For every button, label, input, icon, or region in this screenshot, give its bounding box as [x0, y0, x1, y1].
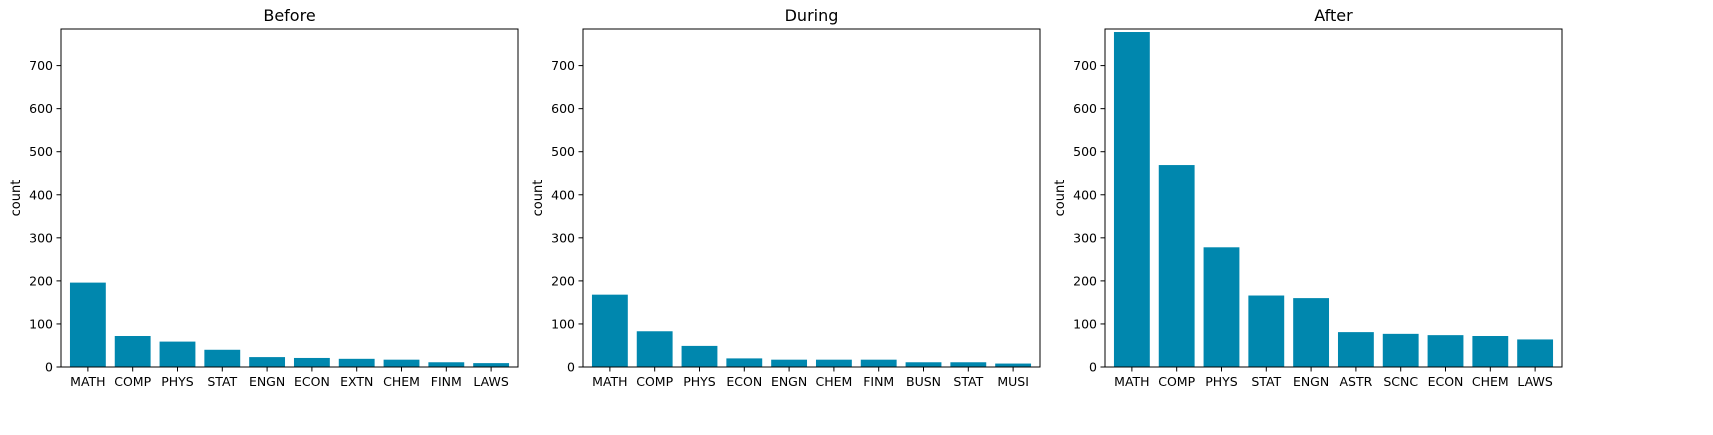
y-tick-label: 700	[551, 58, 575, 73]
chart-title: After	[1314, 6, 1353, 25]
bar-astr	[1337, 332, 1374, 367]
y-tick-label: 200	[551, 273, 575, 288]
x-tick-label: BUSN	[906, 374, 941, 389]
x-tick-label: CHEM	[383, 374, 420, 389]
bar-laws	[473, 363, 510, 367]
axes-frame	[60, 28, 519, 368]
y-tick-label: 700	[29, 58, 53, 73]
x-tick-label: ENGN	[771, 374, 807, 389]
chart-panel-2: MATH COMP PHYS STAT ENGN ASTR SCNC ECON CHEM LAWS…	[1053, 6, 1563, 389]
y-tick-label: 400	[29, 187, 53, 202]
y-tick-label: 700	[1073, 58, 1097, 73]
x-tick-label: COMP	[636, 374, 673, 389]
bar-scnc	[1382, 333, 1419, 367]
x-tick-label: LAWS	[473, 374, 508, 389]
bar-econ	[293, 357, 330, 367]
bar-phys	[1203, 247, 1240, 367]
x-tick-label: ENGN	[249, 374, 285, 389]
y-tick-label: 100	[29, 316, 53, 331]
chart-panel-1: MATH COMP PHYS ECON ENGN CHEM FINM BUSN STAT MUSI…	[531, 6, 1041, 389]
x-tick-label: PHYS	[683, 374, 716, 389]
bar-chem	[1472, 336, 1509, 367]
x-tick-label: EXTN	[340, 374, 373, 389]
bar-math	[591, 294, 628, 367]
bar-finm	[428, 362, 465, 367]
bar-chem	[815, 359, 852, 367]
bar-math	[1113, 32, 1150, 367]
bar-comp	[1158, 165, 1195, 367]
y-tick-label: 600	[29, 101, 53, 116]
chart-panel-0: MATH COMP PHYS STAT ENGN ECON EXTN CHEM FINM LAWS…	[9, 6, 519, 389]
x-tick-label: STAT	[1251, 374, 1281, 389]
y-axis-label: count	[1053, 180, 1068, 217]
x-tick-label: FINM	[431, 374, 462, 389]
x-tick-label: CHEM	[1472, 374, 1509, 389]
y-tick-label: 200	[1073, 273, 1097, 288]
bar-econ	[726, 358, 763, 367]
y-tick-label: 500	[551, 144, 575, 159]
y-tick-label: 400	[551, 187, 575, 202]
x-tick-label: FINM	[863, 374, 894, 389]
x-tick-label: MATH	[70, 374, 105, 389]
y-tick-label: 0	[1089, 360, 1097, 375]
bar-engn	[771, 359, 808, 367]
x-tick-label: PHYS	[161, 374, 194, 389]
bar-comp	[114, 336, 151, 367]
x-tick-label: ECON	[294, 374, 330, 389]
bar-stat	[204, 349, 241, 367]
y-tick-label: 300	[1073, 230, 1097, 245]
bar-extn	[338, 358, 375, 367]
y-tick-label: 300	[551, 230, 575, 245]
x-tick-label: MATH	[592, 374, 627, 389]
bar-finm	[860, 359, 897, 367]
bar-phys	[159, 341, 196, 367]
bar-musi	[995, 363, 1032, 367]
chart-title: Before	[263, 6, 315, 25]
x-tick-label: STAT	[207, 374, 237, 389]
bar-busn	[905, 362, 942, 367]
bar-engn	[249, 357, 286, 367]
bar-stat	[1248, 295, 1285, 367]
x-tick-label: CHEM	[815, 374, 852, 389]
y-tick-label: 500	[29, 144, 53, 159]
bar-stat	[950, 362, 987, 367]
y-tick-label: 300	[29, 230, 53, 245]
x-tick-label: MUSI	[997, 374, 1029, 389]
y-tick-label: 200	[29, 273, 53, 288]
y-axis-label: count	[531, 180, 546, 217]
x-tick-label: ECON	[726, 374, 762, 389]
bar-chem	[383, 359, 420, 367]
chart-title: During	[785, 6, 839, 25]
y-tick-label: 100	[551, 316, 575, 331]
x-tick-label: PHYS	[1205, 374, 1238, 389]
y-tick-label: 0	[45, 360, 53, 375]
x-tick-label: ENGN	[1293, 374, 1329, 389]
x-tick-label: ECON	[1428, 374, 1464, 389]
x-tick-label: LAWS	[1517, 374, 1552, 389]
x-tick-label: STAT	[953, 374, 983, 389]
axes-frame	[582, 28, 1041, 368]
y-axis-label: count	[9, 180, 24, 217]
y-tick-label: 600	[1073, 101, 1097, 116]
bar-phys	[681, 345, 718, 367]
bar-laws	[1517, 339, 1554, 367]
y-tick-label: 600	[551, 101, 575, 116]
bar-engn	[1293, 298, 1330, 367]
bar-econ	[1427, 335, 1464, 367]
axes-frame	[1104, 28, 1563, 368]
y-tick-label: 500	[1073, 144, 1097, 159]
bar-comp	[636, 331, 673, 367]
bar-math	[69, 282, 106, 367]
y-tick-label: 400	[1073, 187, 1097, 202]
x-tick-label: COMP	[1158, 374, 1195, 389]
x-tick-label: MATH	[1114, 374, 1149, 389]
x-tick-label: SCNC	[1383, 374, 1418, 389]
y-tick-label: 100	[1073, 316, 1097, 331]
y-tick-label: 0	[567, 360, 575, 375]
x-tick-label: COMP	[114, 374, 151, 389]
x-tick-label: ASTR	[1339, 374, 1372, 389]
